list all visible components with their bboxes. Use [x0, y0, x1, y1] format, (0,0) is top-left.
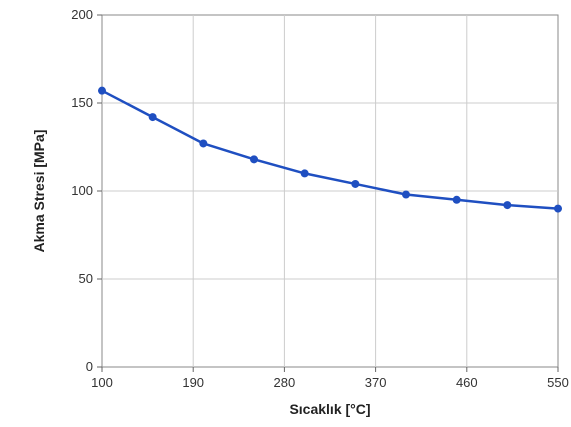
data-point — [199, 139, 208, 148]
x-tick-label: 550 — [547, 375, 569, 390]
data-point — [503, 201, 512, 210]
data-point — [452, 195, 461, 204]
data-point — [98, 86, 106, 95]
x-tick-labels: 100 190 280 370 460 550 — [91, 375, 569, 390]
series-line — [100, 89, 560, 210]
y-tick-label: 100 — [71, 183, 93, 198]
x-axis-title: Sıcaklık [°C] — [289, 401, 370, 417]
y-axis-title: Akma Stresi [MPa] — [31, 130, 47, 253]
axes — [97, 14, 559, 372]
x-tick-label: 280 — [274, 375, 296, 390]
series — [98, 86, 562, 213]
data-point — [148, 113, 157, 122]
data-point — [554, 204, 562, 213]
y-tick-labels: 0 50 100 150 200 — [71, 7, 93, 374]
x-tick-label: 370 — [365, 375, 387, 390]
data-point — [351, 179, 360, 188]
data-point — [402, 190, 410, 199]
y-tick-label: 50 — [79, 271, 93, 286]
y-tick-label: 150 — [71, 95, 93, 110]
y-tick-label: 0 — [86, 359, 93, 374]
x-tick-label: 190 — [182, 375, 204, 390]
x-tick-label: 460 — [456, 375, 478, 390]
y-tick-label: 200 — [71, 7, 93, 22]
grid — [102, 15, 558, 367]
data-point — [250, 155, 258, 164]
data-point — [300, 169, 309, 178]
x-tick-label: 100 — [91, 375, 113, 390]
